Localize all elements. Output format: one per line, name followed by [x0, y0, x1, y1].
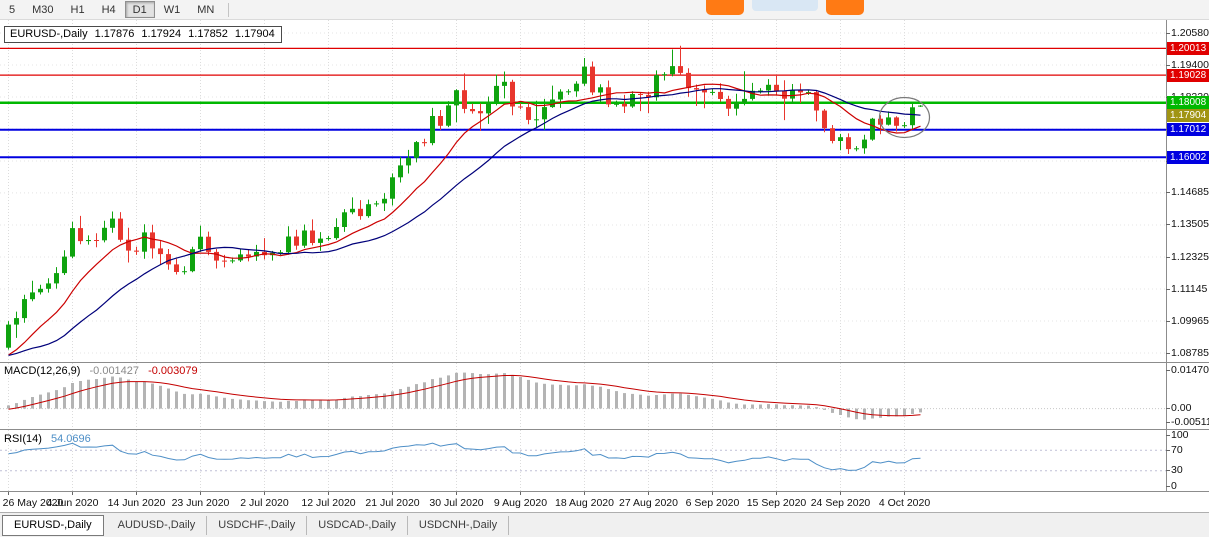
ma-slow-line — [8, 88, 921, 356]
date-tick — [712, 492, 713, 495]
date-tick — [72, 492, 73, 495]
date-tick — [8, 492, 9, 495]
tab-usdchf-daily[interactable]: USDCHF-,Daily — [207, 515, 308, 535]
brand-logo-mark-right — [826, 0, 864, 15]
chart-ohlc-info-box: EURUSD-,Daily 1.17876 1.17924 1.17852 1.… — [4, 26, 282, 43]
date-tick — [648, 492, 649, 495]
timeframe-button-d1[interactable]: D1 — [124, 1, 155, 18]
annotation-ellipse[interactable] — [878, 96, 931, 139]
date-axis-label: 12 Jul 2020 — [301, 497, 356, 509]
date-tick — [328, 492, 329, 495]
date-axis-label: 4 Jun 2020 — [46, 497, 99, 509]
date-axis-label: 24 Sep 2020 — [810, 497, 871, 509]
tab-usdcad-daily[interactable]: USDCAD-,Daily — [307, 515, 408, 535]
tab-usdcnh-daily[interactable]: USDCNH-,Daily — [408, 515, 510, 535]
date-axis-label: 15 Sep 2020 — [746, 497, 807, 509]
timeframe-button-w1[interactable]: W1 — [163, 3, 181, 16]
date-axis-label: 26 May 2020 — [2, 497, 64, 509]
chart-canvas[interactable] — [0, 20, 1209, 492]
date-tick — [264, 492, 265, 495]
macd-histogram — [7, 372, 922, 420]
low-value: 1.17852 — [188, 28, 228, 40]
date-axis-label: 2 Jul 2020 — [240, 497, 289, 509]
symbol-period-label: EURUSD-,Daily — [10, 28, 88, 40]
brand-logo-mark-left — [706, 0, 744, 15]
date-tick — [520, 492, 521, 495]
chart-tab-bar: EURUSD-,Daily AUDUSD-,Daily USDCHF-,Daily U… — [0, 512, 1209, 537]
date-tick — [200, 492, 201, 495]
tab-eurusd-daily[interactable]: EURUSD-,Daily — [2, 514, 104, 536]
open-value: 1.17876 — [94, 28, 135, 40]
timeframe-button-5[interactable]: 5 — [9, 3, 16, 16]
toolbar-separator — [228, 2, 230, 17]
macd-signal-value: -0.003079 — [148, 365, 198, 377]
date-axis-label: 14 Jun 2020 — [107, 497, 166, 509]
date-axis-label: 9 Aug 2020 — [493, 497, 548, 509]
macd-label: MACD(12,26,9) — [4, 365, 81, 377]
date-tick — [392, 492, 393, 495]
timeframe-toolbar: 5 M30 H1 H4 D1 W1 MN — [0, 0, 1209, 20]
date-tick — [456, 492, 457, 495]
date-axis-label: 4 Oct 2020 — [878, 497, 931, 509]
date-axis[interactable]: 26 May 2020 4 Jun 2020 14 Jun 2020 23 Jun 2… — [0, 492, 1209, 512]
date-tick — [776, 492, 777, 495]
date-axis-label: 21 Jul 2020 — [365, 497, 420, 509]
brand-logo — [706, 0, 864, 19]
macd-main-value: -0.001427 — [89, 365, 140, 377]
candlestick-series — [6, 45, 923, 350]
grid — [0, 20, 1166, 491]
close-value: 1.17904 — [234, 28, 275, 40]
rsi-line — [8, 442, 921, 471]
date-tick — [840, 492, 841, 495]
timeframe-button-h1[interactable]: H1 — [70, 3, 85, 16]
rsi-indicator-header: RSI(14) 54.0696 — [4, 433, 91, 445]
date-axis-label: 27 Aug 2020 — [619, 497, 678, 509]
date-tick — [584, 492, 585, 495]
timeframe-button-m30[interactable]: M30 — [32, 3, 54, 16]
timeframe-buttons: 5 M30 H1 H4 D1 W1 MN — [1, 1, 223, 18]
ma-fast-line — [8, 83, 921, 356]
macd-signal-line — [8, 374, 921, 417]
timeframe-button-h4[interactable]: H4 — [101, 3, 116, 16]
tab-audusd-daily[interactable]: AUDUSD-,Daily — [107, 515, 208, 535]
date-axis-label: 6 Sep 2020 — [685, 497, 740, 509]
macd-indicator-header: MACD(12,26,9) -0.001427 -0.003079 — [4, 365, 198, 377]
price-axis[interactable] — [1166, 20, 1209, 492]
high-value: 1.17924 — [141, 28, 182, 40]
rsi-label: RSI(14) — [4, 433, 42, 445]
date-tick — [904, 492, 905, 495]
date-axis-label: 23 Jun 2020 — [171, 497, 230, 509]
date-tick — [136, 492, 137, 495]
brand-logo-text — [752, 0, 818, 11]
date-axis-label: 18 Aug 2020 — [555, 497, 614, 509]
timeframe-button-mn[interactable]: MN — [197, 3, 215, 16]
rsi-value: 54.0696 — [50, 433, 91, 445]
date-axis-label: 30 Jul 2020 — [429, 497, 484, 509]
